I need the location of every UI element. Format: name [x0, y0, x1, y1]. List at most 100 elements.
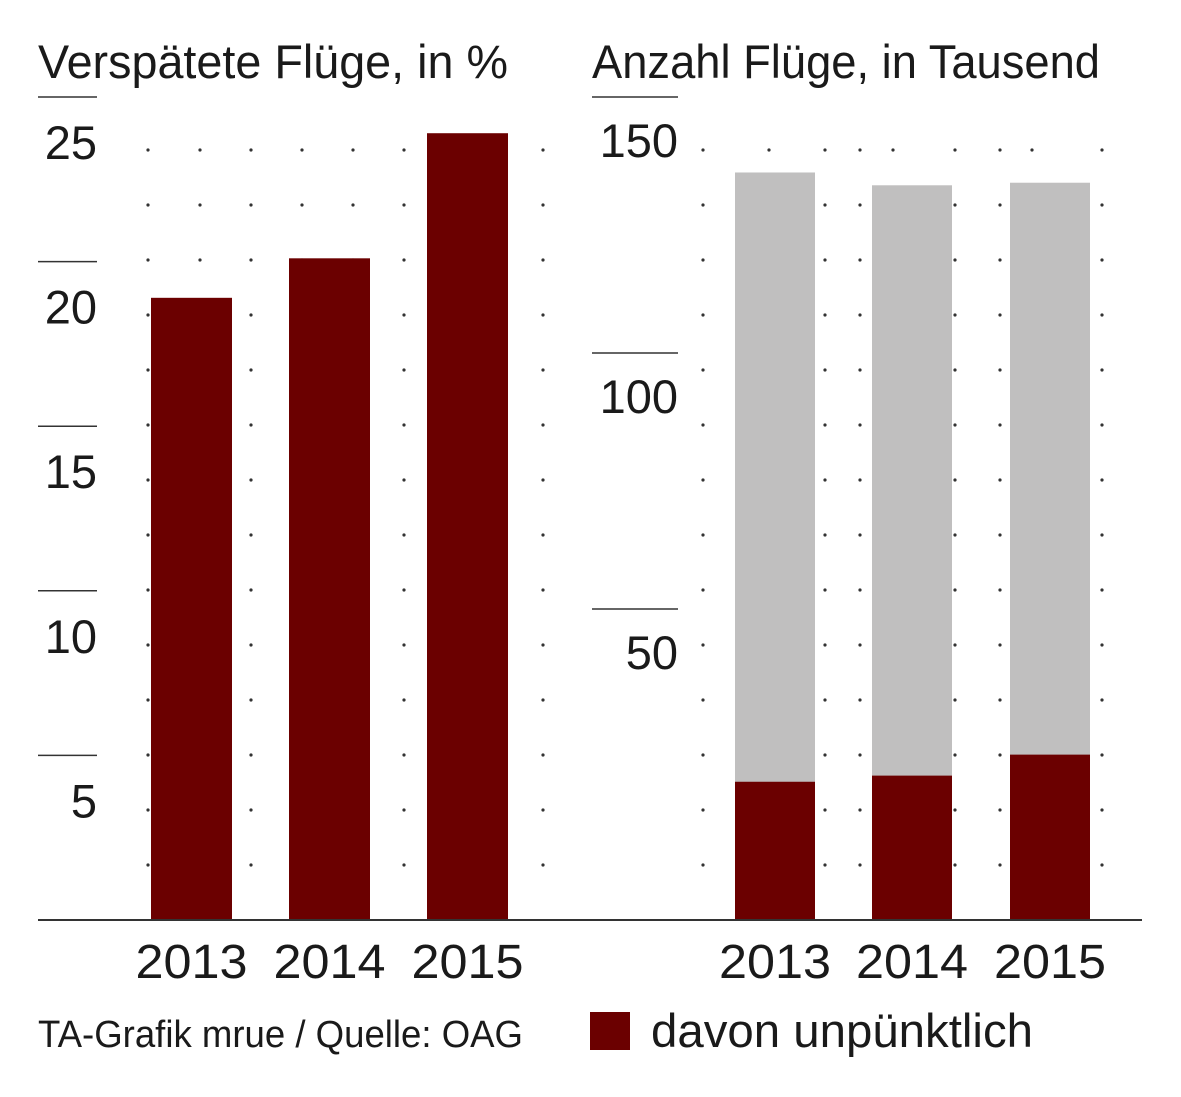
grid-dot [402, 258, 406, 262]
grid-dot [1100, 368, 1104, 372]
grid-dot [541, 643, 545, 647]
grid-dot [701, 643, 705, 647]
grid-dot [541, 423, 545, 427]
x-tick-label: 2014 [274, 936, 386, 989]
grid-dot [998, 478, 1002, 482]
legend-label-late: davon unpünktlich [651, 1004, 1033, 1057]
grid-dot [701, 808, 705, 812]
grid-dot [402, 478, 406, 482]
grid-dot [249, 753, 253, 757]
flight-count-bars [735, 172, 1090, 921]
grid-dot [823, 643, 827, 647]
grid-dot [249, 533, 253, 537]
grid-dot [541, 313, 545, 317]
late-flights-chart-title: Verspätete Flüge, in % [38, 35, 508, 88]
grid-dot [146, 423, 150, 427]
grid-dot [823, 533, 827, 537]
x-tick-label: 2014 [856, 936, 968, 989]
grid-dot [823, 478, 827, 482]
grid-dot [1100, 533, 1104, 537]
y-tick-label: 20 [45, 281, 97, 334]
bar-2015 [427, 133, 508, 920]
bar-late-2015 [1010, 754, 1090, 920]
grid-dot [402, 808, 406, 812]
grid-dot [823, 588, 827, 592]
flight-count-x-tick-labels: 2013 2014 2015 [719, 936, 1106, 989]
grid-dot [146, 478, 150, 482]
y-tick-label: 100 [600, 370, 678, 423]
x-tick-label: 2013 [136, 936, 248, 989]
grid-dot [402, 753, 406, 757]
grid-dot [858, 368, 862, 372]
grid-dot [701, 423, 705, 427]
grid-dot [701, 533, 705, 537]
grid-dot [998, 148, 1002, 152]
y-tick-label: 25 [45, 116, 97, 169]
grid-dot [541, 203, 545, 207]
grid-dot [1100, 863, 1104, 867]
grid-dot [1100, 478, 1104, 482]
grid-dot [249, 313, 253, 317]
y-tick-label: 5 [71, 774, 97, 827]
grid-dot [953, 698, 957, 702]
grid-dot [701, 313, 705, 317]
grid-dot [1100, 753, 1104, 757]
grid-dot [858, 863, 862, 867]
grid-dot [858, 588, 862, 592]
grid-dot [998, 643, 1002, 647]
late-flights-x-tick-labels: 2013 2014 2015 [136, 936, 524, 989]
grid-dot [823, 203, 827, 207]
grid-dot [146, 533, 150, 537]
grid-dot [701, 258, 705, 262]
grid-dot [249, 698, 253, 702]
x-tick-label: 2013 [719, 936, 831, 989]
grid-dot [146, 368, 150, 372]
grid-dot [249, 203, 253, 207]
grid-dot [541, 258, 545, 262]
grid-dot [198, 203, 202, 207]
grid-dot [858, 258, 862, 262]
grid-dot [701, 588, 705, 592]
grid-dot [823, 258, 827, 262]
grid-dot [249, 863, 253, 867]
grid-dot [402, 148, 406, 152]
grid-dot [541, 588, 545, 592]
y-tick-label: 15 [45, 445, 97, 498]
grid-dot [823, 148, 827, 152]
grid-dot [249, 808, 253, 812]
grid-dot [998, 533, 1002, 537]
grid-dot [541, 863, 545, 867]
grid-dot [1100, 258, 1104, 262]
grid-dot [823, 808, 827, 812]
grid-dot [998, 423, 1002, 427]
grid-dot [402, 588, 406, 592]
grid-dot [1100, 643, 1104, 647]
grid-dot [146, 753, 150, 757]
grid-dot [541, 808, 545, 812]
grid-dot [953, 753, 957, 757]
grid-dot [701, 863, 705, 867]
grid-dot [858, 313, 862, 317]
grid-dot [998, 863, 1002, 867]
grid-dot [146, 698, 150, 702]
grid-dot [1100, 423, 1104, 427]
grid-dot [998, 313, 1002, 317]
grid-dot [823, 863, 827, 867]
grid-dot [351, 148, 355, 152]
grid-dot [402, 313, 406, 317]
grid-dot [953, 808, 957, 812]
grid-dot [701, 698, 705, 702]
grid-dot [998, 258, 1002, 262]
source-credit: TA-Grafik mrue / Quelle: OAG [38, 1014, 523, 1056]
grid-dot [146, 808, 150, 812]
grid-dot [998, 203, 1002, 207]
grid-dot [953, 643, 957, 647]
grid-dot [823, 698, 827, 702]
grid-dot [249, 423, 253, 427]
grid-dot [701, 368, 705, 372]
late-flights-y-tick-labels: 5 10 15 20 25 [38, 96, 97, 827]
grid-dot [402, 533, 406, 537]
grid-dot [701, 478, 705, 482]
grid-dot [858, 423, 862, 427]
